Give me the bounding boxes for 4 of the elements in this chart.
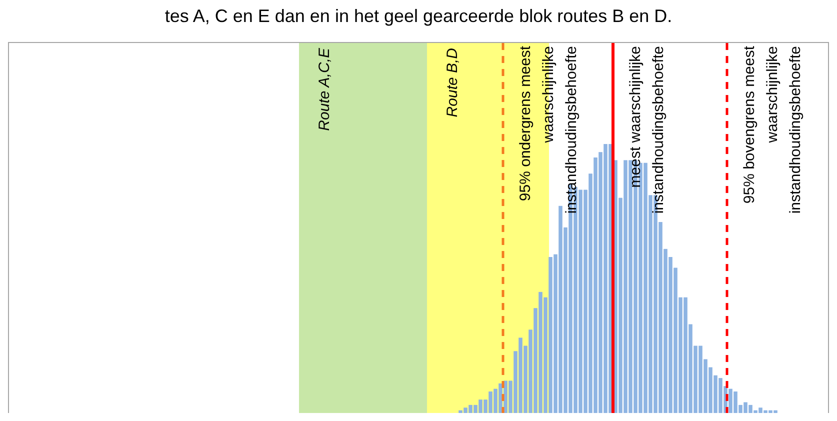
- annotation: 95% ondergrens meest waarschijnlijke instandhoudingsbehoefte: [517, 45, 580, 214]
- text: Route A,C,E: [316, 47, 333, 131]
- text: Route B,D: [444, 48, 461, 118]
- chart-title: tes A, C en E dan en in het geel gearceerde blok routes B en D.: [164, 6, 672, 26]
